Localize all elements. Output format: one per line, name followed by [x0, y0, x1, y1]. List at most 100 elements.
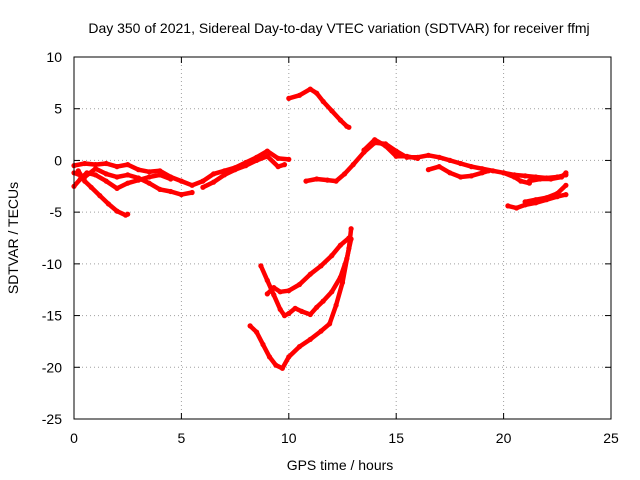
data-series-9	[425, 164, 492, 180]
data-point	[513, 205, 520, 211]
data-series-5	[200, 153, 288, 190]
data-point	[264, 153, 270, 159]
y-tick-label: -10	[42, 256, 62, 272]
data-point	[125, 180, 131, 186]
grid-lines	[74, 57, 611, 419]
data-point	[168, 176, 174, 182]
data-point	[200, 178, 206, 184]
data-series-2	[71, 166, 195, 198]
data-point	[243, 163, 249, 169]
data-point	[522, 173, 528, 179]
x-tick-label: 5	[178, 430, 186, 446]
data-point	[125, 211, 131, 217]
data-point	[286, 288, 292, 294]
data-point	[157, 172, 163, 178]
data-point	[273, 362, 279, 368]
x-tick-label: 10	[281, 430, 297, 446]
y-tick-label: 5	[54, 101, 62, 117]
data-series-4	[75, 168, 131, 218]
data-point	[286, 95, 292, 101]
data-point	[286, 354, 292, 360]
data-point	[281, 313, 288, 319]
data-point	[178, 192, 184, 198]
data-point	[346, 235, 352, 241]
data-point	[505, 203, 511, 209]
data-point	[533, 197, 539, 203]
data-series-15	[258, 236, 354, 319]
data-point	[559, 174, 565, 180]
series-track	[265, 235, 352, 297]
data-point	[468, 173, 474, 179]
data-point	[563, 182, 569, 188]
data-point	[563, 192, 569, 198]
data-point	[314, 304, 320, 310]
data-point	[337, 117, 343, 123]
data-point	[296, 92, 303, 98]
data-point	[135, 177, 141, 183]
data-point	[415, 155, 421, 161]
data-point	[404, 153, 410, 159]
data-point	[125, 162, 131, 168]
data-series-11	[526, 170, 569, 184]
series-track	[501, 170, 532, 186]
data-point	[339, 279, 346, 286]
data-point	[296, 344, 303, 350]
x-axis-label: GPS time / hours	[287, 457, 394, 473]
data-point	[320, 298, 326, 304]
data-point	[105, 201, 111, 207]
data-series-7	[303, 140, 569, 184]
data-point	[522, 199, 528, 205]
data-point	[548, 176, 554, 182]
data-point	[114, 185, 120, 191]
data-point	[425, 152, 431, 158]
data-point	[324, 177, 331, 183]
data-point	[157, 168, 163, 174]
data-point	[135, 167, 141, 173]
data-point	[314, 176, 320, 182]
data-point	[146, 180, 152, 186]
data-point	[344, 256, 350, 262]
data-point	[125, 172, 131, 178]
data-point	[447, 157, 453, 163]
data-point	[82, 160, 88, 167]
data-point	[320, 98, 326, 105]
x-tick-label: 20	[496, 430, 512, 446]
data-point	[447, 170, 453, 176]
data-point	[114, 208, 120, 214]
data-point	[329, 289, 335, 295]
data-point	[479, 170, 485, 176]
data-point	[318, 263, 324, 269]
data-point	[337, 242, 343, 248]
data-point	[292, 305, 298, 311]
data-point	[303, 178, 309, 184]
data-series-1	[71, 148, 292, 188]
data-series	[71, 86, 569, 371]
data-point	[486, 168, 492, 174]
data-point	[337, 274, 343, 280]
data-point	[97, 193, 103, 199]
data-point	[82, 178, 88, 184]
data-point	[200, 184, 206, 190]
data-point	[114, 164, 120, 170]
data-point	[264, 277, 270, 283]
data-point	[468, 164, 474, 170]
data-point	[271, 292, 277, 298]
y-tick-label: -5	[50, 204, 63, 220]
data-point	[92, 172, 99, 178]
data-point	[490, 168, 496, 174]
data-series-3	[71, 170, 174, 191]
y-tick-label: -20	[42, 359, 62, 375]
data-series-6	[286, 86, 352, 130]
data-point	[511, 174, 517, 180]
data-point	[458, 160, 464, 167]
data-point	[327, 321, 333, 327]
data-point	[211, 171, 217, 177]
data-point	[544, 195, 550, 201]
data-point	[275, 155, 281, 161]
data-point	[281, 162, 288, 168]
chart-title: Day 350 of 2021, Sidereal Day-to-day VTE…	[88, 20, 589, 36]
data-point	[458, 174, 464, 180]
data-point	[277, 289, 283, 295]
data-point	[372, 137, 378, 143]
data-point	[84, 170, 90, 176]
